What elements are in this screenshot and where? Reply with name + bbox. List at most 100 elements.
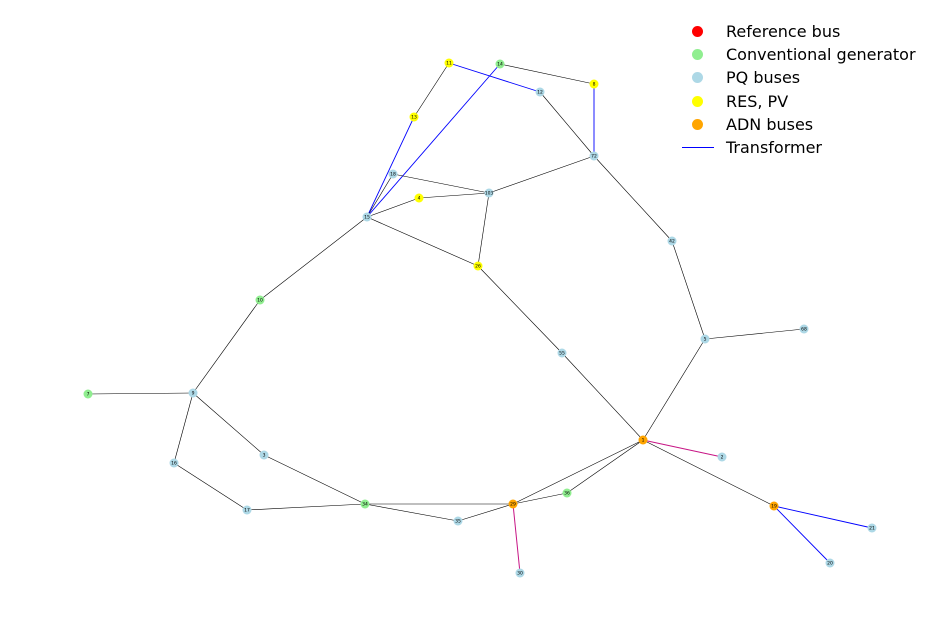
edge-29-36 [512, 492, 568, 505]
bus-node-16 [169, 458, 179, 468]
bus-label-35: 35 [455, 519, 461, 525]
bus-label-20: 20 [827, 561, 833, 567]
edge-9-16 [173, 392, 194, 464]
edge-3-34 [263, 454, 366, 505]
legend-label: Conventional generator [726, 45, 916, 65]
bus-label-1: 1 [642, 438, 645, 444]
bus-node-2 [717, 452, 727, 462]
bus-node-68 [799, 324, 809, 334]
bus-label-26: 26 [475, 264, 481, 270]
bus-label-103: 103 [485, 191, 494, 197]
edge-19-20 [773, 505, 831, 564]
edge-55-1 [561, 352, 644, 441]
bus-label-21: 21 [869, 526, 875, 532]
legend-label: PQ buses [726, 68, 801, 88]
bus-label-29: 29 [510, 502, 516, 508]
edge-14-15 [366, 63, 501, 218]
legend-marker [680, 20, 726, 43]
bus-label-14: 14 [497, 62, 503, 68]
bus-label-18: 18 [390, 172, 396, 178]
edge-103-26 [477, 192, 490, 267]
bus-node-5 [700, 334, 710, 344]
bus-node-12 [535, 87, 545, 97]
bus-node-42 [667, 236, 677, 246]
edge-10-9 [192, 299, 261, 394]
bus-label-12: 12 [537, 90, 543, 96]
bus-node-72 [589, 151, 599, 161]
edge-5-68 [704, 328, 805, 340]
legend-marker [680, 113, 726, 136]
edge-14-8 [499, 63, 595, 85]
bus-node-35 [453, 516, 463, 526]
bus-label-4: 4 [418, 196, 421, 202]
edge-34-35 [364, 503, 459, 522]
bus-node-55 [557, 348, 567, 358]
edge-26-55 [477, 265, 563, 354]
edge-11-13 [413, 62, 450, 118]
edge-36-1 [566, 439, 644, 494]
legend-label: ADN buses [726, 114, 814, 134]
bus-node-7 [83, 389, 93, 399]
edge-72-103 [488, 155, 595, 194]
bus-label-68: 68 [801, 327, 807, 333]
bus-node-36 [562, 488, 572, 498]
bus-node-30 [515, 568, 525, 578]
legend-marker [680, 90, 726, 113]
reference-bus-dot-icon [692, 26, 703, 38]
bus-node-10 [255, 295, 265, 305]
edge-12-72 [539, 91, 595, 157]
edge-15-26 [366, 216, 479, 267]
legend-item-reference-bus: Reference bus [680, 20, 916, 43]
bus-node-20 [825, 558, 835, 568]
legend-marker [680, 66, 726, 89]
edge-9-3 [192, 392, 265, 456]
bus-label-13: 13 [411, 115, 417, 121]
bus-node-17 [242, 505, 252, 515]
bus-label-15: 15 [364, 215, 370, 221]
edge-19-21 [773, 505, 873, 529]
bus-node-11 [444, 58, 454, 68]
bus-label-5: 5 [704, 337, 707, 343]
bus-node-26 [473, 261, 483, 271]
bus-node-14 [495, 59, 505, 69]
bus-node-4 [414, 193, 424, 203]
bus-label-36: 36 [564, 491, 570, 497]
bus-label-16: 16 [171, 461, 177, 467]
legend-marker [680, 136, 726, 159]
legend-item-pq-buses: PQ buses [680, 66, 916, 89]
edge-72-42 [593, 155, 673, 242]
legend-label: Reference bus [726, 22, 841, 42]
bus-label-11: 11 [446, 61, 452, 67]
bus-node-21 [867, 523, 877, 533]
edge-29-1 [512, 439, 644, 505]
bus-label-19: 19 [771, 504, 777, 510]
bus-label-30: 30 [517, 571, 523, 577]
edge-5-1 [642, 338, 706, 441]
bus-label-42: 42 [669, 239, 675, 245]
edge-7-9 [87, 392, 194, 395]
edge-42-5 [671, 240, 706, 340]
edge-17-34 [246, 503, 366, 511]
transformer-line-icon [682, 147, 714, 149]
bus-label-9: 9 [192, 391, 195, 397]
bus-label-55: 55 [559, 351, 565, 357]
edge-18-103 [392, 173, 490, 194]
legend: Reference bus Conventional generator PQ … [680, 20, 916, 159]
bus-node-34 [360, 499, 370, 509]
bus-label-72: 72 [591, 154, 597, 160]
bus-node-9 [188, 388, 198, 398]
edge-11-12 [448, 62, 541, 93]
bus-node-29 [508, 499, 518, 509]
edge-1-2 [642, 439, 723, 458]
legend-label: Transformer [726, 138, 823, 158]
bus-label-8: 8 [593, 82, 596, 88]
legend-item-transformer: Transformer [680, 136, 916, 159]
bus-label-10: 10 [257, 298, 263, 304]
edge-4-103 [418, 192, 490, 199]
bus-label-34: 34 [362, 502, 368, 508]
bus-node-1 [638, 435, 648, 445]
bus-node-18 [388, 169, 398, 179]
legend-marker [680, 43, 726, 66]
